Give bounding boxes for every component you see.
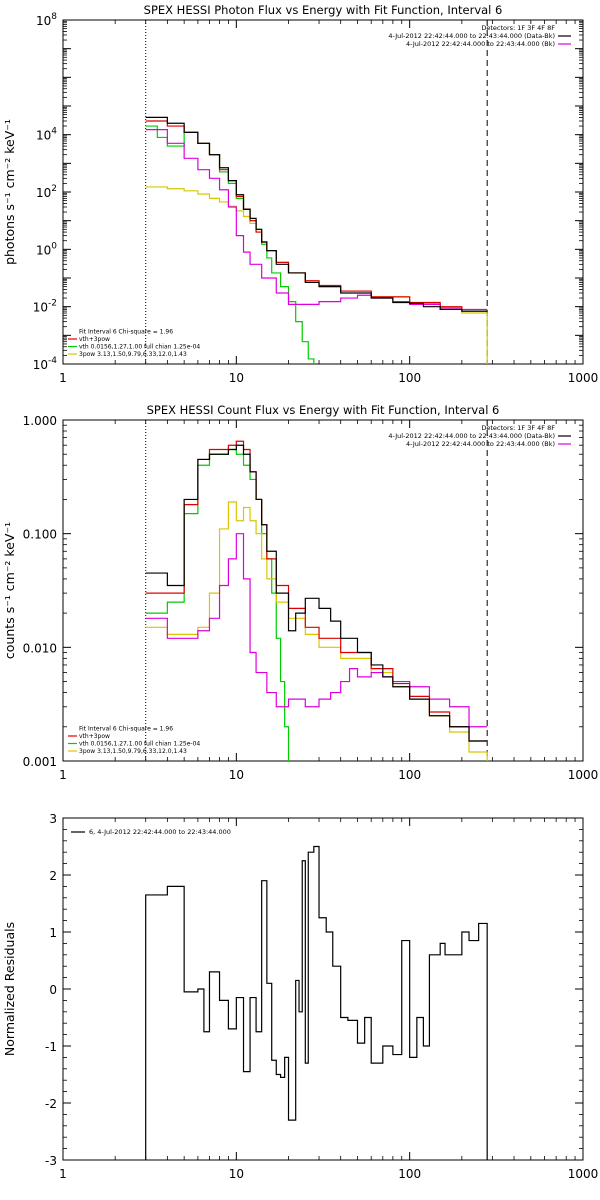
series-line-1 [145,186,488,364]
y-tick-label: -3 [45,1154,57,1168]
x-tick-label: 100 [398,371,421,385]
legend-text: 4-Jul-2012 22:42:44.000 to 22:43:44.000 … [406,440,555,448]
legend-text: Detectors: 1F 3F 4F 8F [481,424,555,432]
x-tick-label: 100 [398,768,421,782]
legend-text: 4-Jul-2012 22:42:44.000 to 22:43:44.000 … [388,32,555,40]
series-line-3 [145,533,488,728]
x-tick-label: 10 [229,768,244,782]
series-group [145,845,488,1160]
y-tick-label: 0.010 [23,641,57,655]
chart-panel-2: SPEX HESSI Count Flux vs Energy with Fit… [2,403,598,782]
y-tick-label: 102 [36,184,57,200]
series-line-1 [145,448,290,761]
legend-text: vth+3pow [79,733,110,740]
legend-text: 4-Jul-2012 22:42:44.000 to 22:43:44.000 … [406,40,555,48]
legend-text: 6, 4-Jul-2012 22:42:44.000 to 22:43:44.0… [89,828,231,836]
legend-text: 3pow 3.13,1.50,9.79,6.33,12.0,1.43 [79,351,187,358]
y-tick-label: 100 [36,241,57,257]
x-tick-label: 10 [229,371,244,385]
y-tick-label: 0 [49,983,57,997]
y-tick-label: 10-2 [33,299,57,315]
x-tick-label: 1000 [568,1167,599,1181]
y-tick-label: 1.000 [23,414,57,428]
legend-text: 3pow 3.13,1.50,9.79,6.33,12.0,1.43 [79,748,187,755]
legend-text: Fit Interval 6 Chi-square = 1.96 [79,726,173,733]
y-tick-label: 104 [36,127,57,143]
legend-text: 4-Jul-2012 22:42:44.000 to 22:43:44.000 … [388,432,555,440]
series-line-1 [145,845,488,1160]
y-tick-label: -2 [45,1097,57,1111]
legend-text: vth 0.0156,1.27,1.00 full chian 1.25e-04 [79,344,200,351]
y-axis-label: Normalized Residuals [2,922,17,1056]
x-tick-label: 1 [59,371,67,385]
y-tick-label: 108 [36,12,57,28]
plot-frame [62,817,584,1161]
series-line-5 [145,116,488,312]
x-tick-label: 1000 [568,768,599,782]
legend-text: Detectors: 1F 3F 4F 8F [481,24,555,32]
y-tick-label: -1 [45,1040,57,1054]
series-line-4 [145,440,488,742]
chart-panel-1: SPEX HESSI Photon Flux vs Energy with Fi… [2,3,598,385]
series-group [145,440,488,761]
x-tick-label: 1 [59,768,67,782]
series-line-2 [145,501,488,761]
plot-frame [62,19,584,365]
y-tick-label: 2 [49,869,57,883]
y-tick-label: 3 [49,812,57,826]
series-line-3 [145,129,488,311]
legend-text: vth+3pow [79,336,110,343]
chart-title: SPEX HESSI Count Flux vs Energy with Fit… [147,403,500,417]
legend-text: vth 0.0156,1.27,1.00 full chian 1.25e-04 [79,741,200,748]
x-tick-label: 1000 [568,371,599,385]
y-tick-label: 10-4 [33,356,58,372]
y-axis-label: counts s⁻¹ cm⁻² keV⁻¹ [2,522,17,659]
x-tick-label: 10 [229,1167,244,1181]
series-group [145,116,488,364]
series-line-5 [145,444,488,742]
chart-title: SPEX HESSI Photon Flux vs Energy with Fi… [144,3,503,17]
plot-frame [62,419,584,762]
y-axis-label: photons s⁻¹ cm⁻² keV⁻¹ [2,119,17,265]
x-tick-label: 1 [59,1167,67,1181]
x-tick-label: 100 [398,1167,421,1181]
y-tick-label: 0.100 [23,528,57,542]
legend-text: Fit Interval 6 Chi-square = 1.96 [79,329,173,336]
y-tick-label: 1 [49,926,57,940]
y-tick-label: 0.001 [23,755,57,769]
